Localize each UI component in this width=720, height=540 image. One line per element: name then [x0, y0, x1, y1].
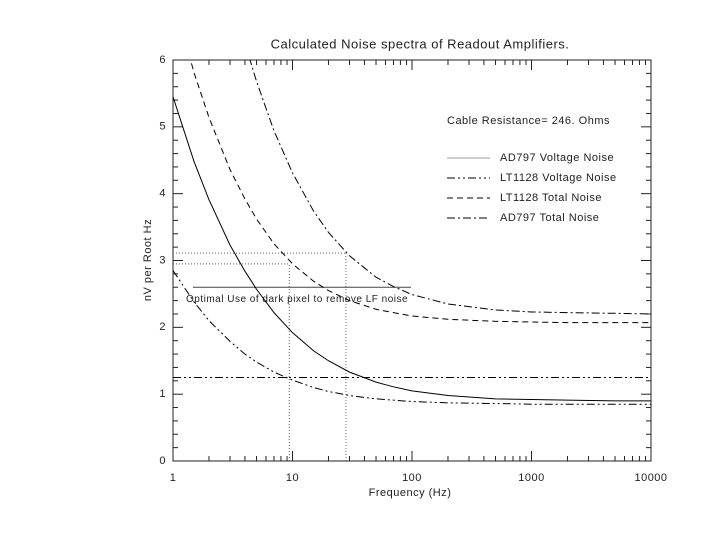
- y-tick-label: 0: [159, 455, 166, 467]
- legend-label: AD797 Voltage Noise: [500, 152, 614, 164]
- legend-title: Cable Resistance= 246. Ohms: [447, 115, 610, 127]
- y-tick-label: 2: [159, 321, 166, 333]
- y-axis-label: nV per Root Hz: [142, 219, 154, 301]
- legend-label: LT1128 Voltage Noise: [500, 172, 617, 184]
- series-line: [190, 60, 651, 324]
- series-line: [173, 96, 651, 402]
- plot-lines: [173, 60, 651, 405]
- series-line: [249, 60, 651, 315]
- y-tick-label: 3: [159, 254, 166, 266]
- x-axis-label: Frequency (Hz): [369, 487, 452, 499]
- annotation-text: Optimal Use of dark pixel to remove LF n…: [186, 294, 408, 305]
- legend-label: AD797 Total Noise: [500, 212, 599, 224]
- y-tick-label: 4: [159, 188, 166, 200]
- y-tick-label: 1: [159, 388, 166, 400]
- series-line: [173, 270, 651, 405]
- y-tick-label: 5: [159, 121, 166, 133]
- x-tick-label: 10000: [634, 472, 667, 484]
- x-tick-label: 100: [402, 472, 422, 484]
- x-tick-label: 1: [170, 472, 177, 484]
- x-tick-label: 1000: [518, 472, 544, 484]
- legend-label: LT1128 Total Noise: [500, 192, 602, 204]
- x-tick-label: 10: [286, 472, 299, 484]
- y-tick-label: 6: [159, 54, 166, 66]
- chart-title: Calculated Noise spectra of Readout Ampl…: [271, 36, 570, 51]
